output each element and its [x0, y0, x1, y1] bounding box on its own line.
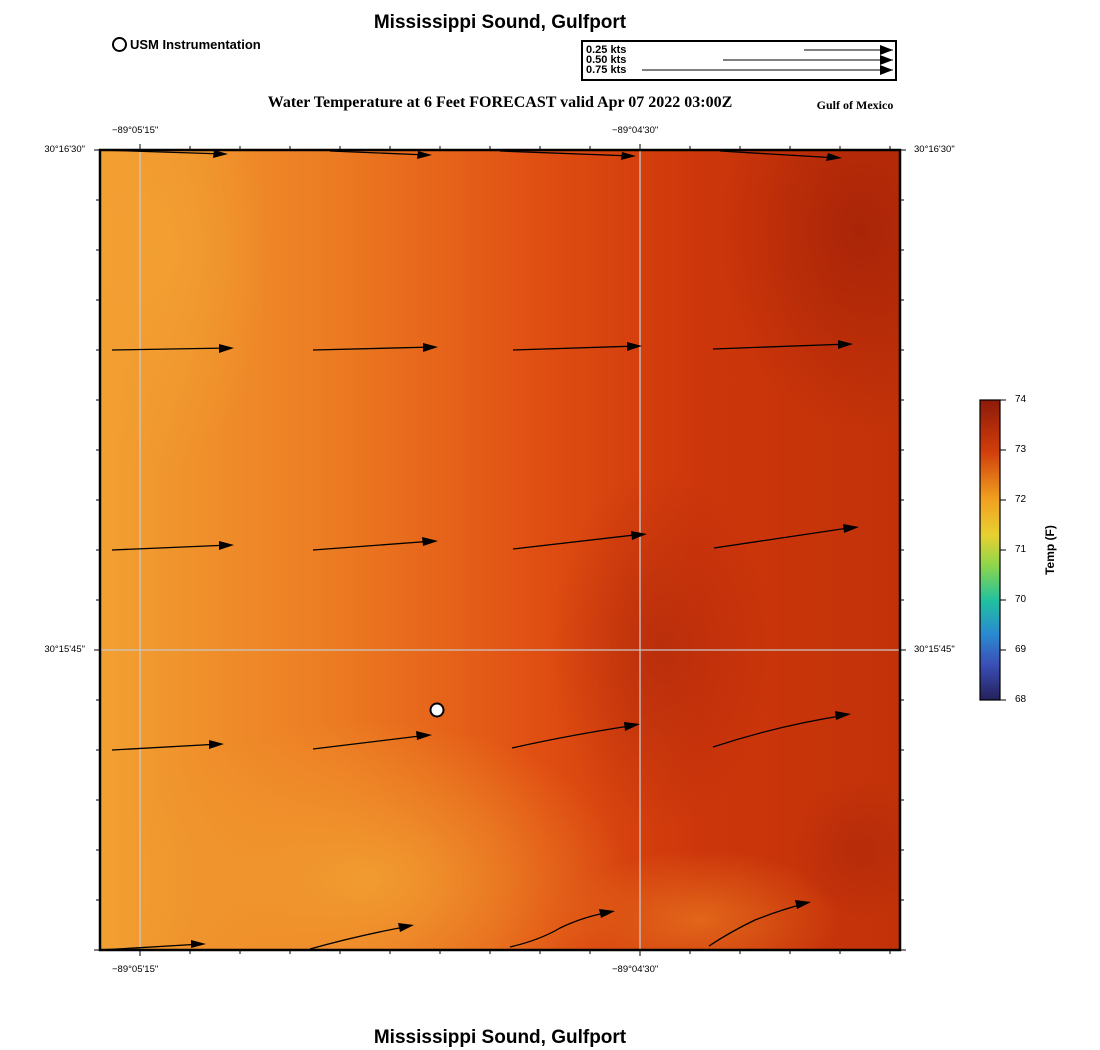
- colorbar-tick-70: 70: [1015, 594, 1027, 605]
- instrument-legend-label: USM Instrumentation: [130, 37, 261, 52]
- map-title-bottom: Mississippi Sound, Gulfport: [373, 1027, 627, 1048]
- y-tick-left-2: 30°15'45": [44, 644, 85, 655]
- colorbar-tick-73: 73: [1015, 444, 1027, 455]
- colorbar-tick-72: 72: [1015, 494, 1027, 505]
- scale-arrows: [642, 45, 893, 75]
- y-tick-right-2: 30°15'45": [914, 644, 955, 655]
- map-subtitle: Water Temperature at 6 Feet FORECAST val…: [267, 94, 733, 111]
- colorbar-tick-68: 68: [1015, 694, 1027, 705]
- region-label: Gulf of Mexico: [816, 98, 894, 112]
- x-tick-bottom-2: −89°04'30": [612, 964, 659, 975]
- frame-ticks: [94, 144, 906, 956]
- current-vector-heads: [191, 150, 859, 948]
- station-marker-icon: [112, 37, 127, 52]
- instrument-legend: USM Instrumentation: [112, 37, 261, 52]
- current-vectors: [100, 150, 856, 950]
- y-tick-right-1: 30°16'30": [914, 144, 955, 155]
- colorbar-title: Temp (F): [1043, 525, 1057, 575]
- scale-label-025: 0.25 kts: [586, 44, 627, 56]
- colorbar: [979, 399, 1006, 701]
- colorbar-tick-71: 71: [1015, 544, 1027, 555]
- colorbar-tick-69: 69: [1015, 644, 1027, 655]
- graticule: [100, 150, 900, 950]
- scale-arrowhead-075: [880, 65, 893, 75]
- x-tick-top-1: −89°05'15": [112, 125, 159, 136]
- map-title-top: Mississippi Sound, Gulfport: [373, 12, 627, 33]
- scale-arrowhead-050: [880, 55, 893, 65]
- x-tick-top-2: −89°04'30": [612, 125, 659, 136]
- scale-arrowhead-025: [880, 45, 893, 55]
- scale-label-050: 0.50 kts: [586, 54, 627, 66]
- usm-station-marker[interactable]: [429, 702, 445, 718]
- colorbar-scale: [979, 399, 1001, 701]
- colorbar-tick-74: 74: [1015, 394, 1027, 405]
- temperature-field: [100, 150, 900, 950]
- vector-scale-box: 0.25 kts 0.50 kts 0.75 kts: [581, 40, 897, 81]
- scale-label-075: 0.75 kts: [586, 64, 627, 76]
- y-tick-left-1: 30°16'30": [44, 144, 85, 155]
- x-tick-bottom-1: −89°05'15": [112, 964, 159, 975]
